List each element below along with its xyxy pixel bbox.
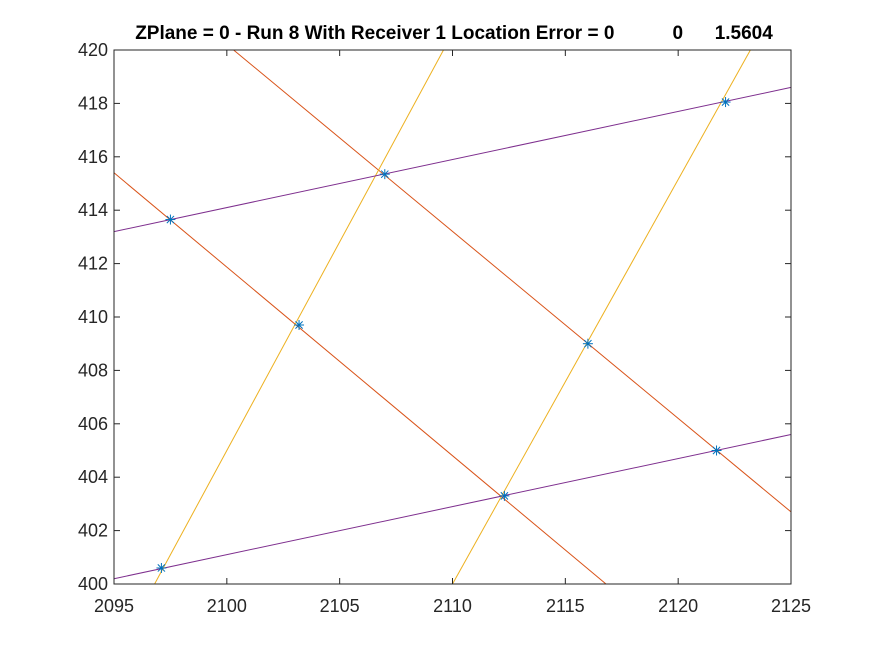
- marker-point: [156, 562, 167, 573]
- x-tick-label: 2105: [320, 596, 360, 616]
- series-line-2: [233, 49, 792, 513]
- series-line-3: [154, 49, 444, 585]
- y-tick-label: 402: [78, 521, 108, 541]
- marker-point: [294, 320, 305, 331]
- y-tick-label: 410: [78, 307, 108, 327]
- marker-point: [582, 338, 593, 349]
- series-layer: [113, 49, 792, 585]
- plot-box: [113, 49, 792, 585]
- marker-point: [379, 169, 390, 180]
- y-tick-label: 416: [78, 147, 108, 167]
- x-tick-label: 2110: [433, 596, 472, 616]
- series-line-6: [113, 434, 792, 580]
- x-tick-label: 2115: [546, 596, 585, 616]
- y-tick-label: 404: [78, 467, 108, 487]
- y-axis-ticks: 400 402 404 406 408 410 412 414 416 418 420: [78, 40, 791, 594]
- x-axis-ticks: 2095 2100 2105 2110 2115 2120 2125: [94, 50, 811, 616]
- x-tick-label: 2100: [207, 596, 247, 616]
- y-tick-label: 412: [78, 254, 108, 274]
- marker-point: [499, 490, 510, 501]
- marker-point: [165, 214, 176, 225]
- series-line-4: [452, 49, 751, 585]
- marker-point: [720, 97, 731, 108]
- y-tick-label: 420: [78, 40, 108, 60]
- x-tick-label: 2120: [658, 596, 698, 616]
- y-tick-label: 408: [78, 360, 108, 380]
- y-tick-label: 414: [78, 200, 108, 220]
- marker-point: [711, 445, 722, 456]
- y-tick-label: 418: [78, 93, 108, 113]
- series-line-1: [113, 172, 607, 585]
- y-tick-label: 400: [78, 574, 108, 594]
- x-tick-label: 2125: [771, 596, 811, 616]
- y-tick-label: 406: [78, 414, 108, 434]
- chart-title: ZPlane = 0 - Run 8 With Receiver 1 Locat…: [135, 23, 773, 44]
- marker-layer: [156, 97, 731, 573]
- series-line-5: [113, 86, 792, 233]
- x-tick-label: 2095: [94, 596, 134, 616]
